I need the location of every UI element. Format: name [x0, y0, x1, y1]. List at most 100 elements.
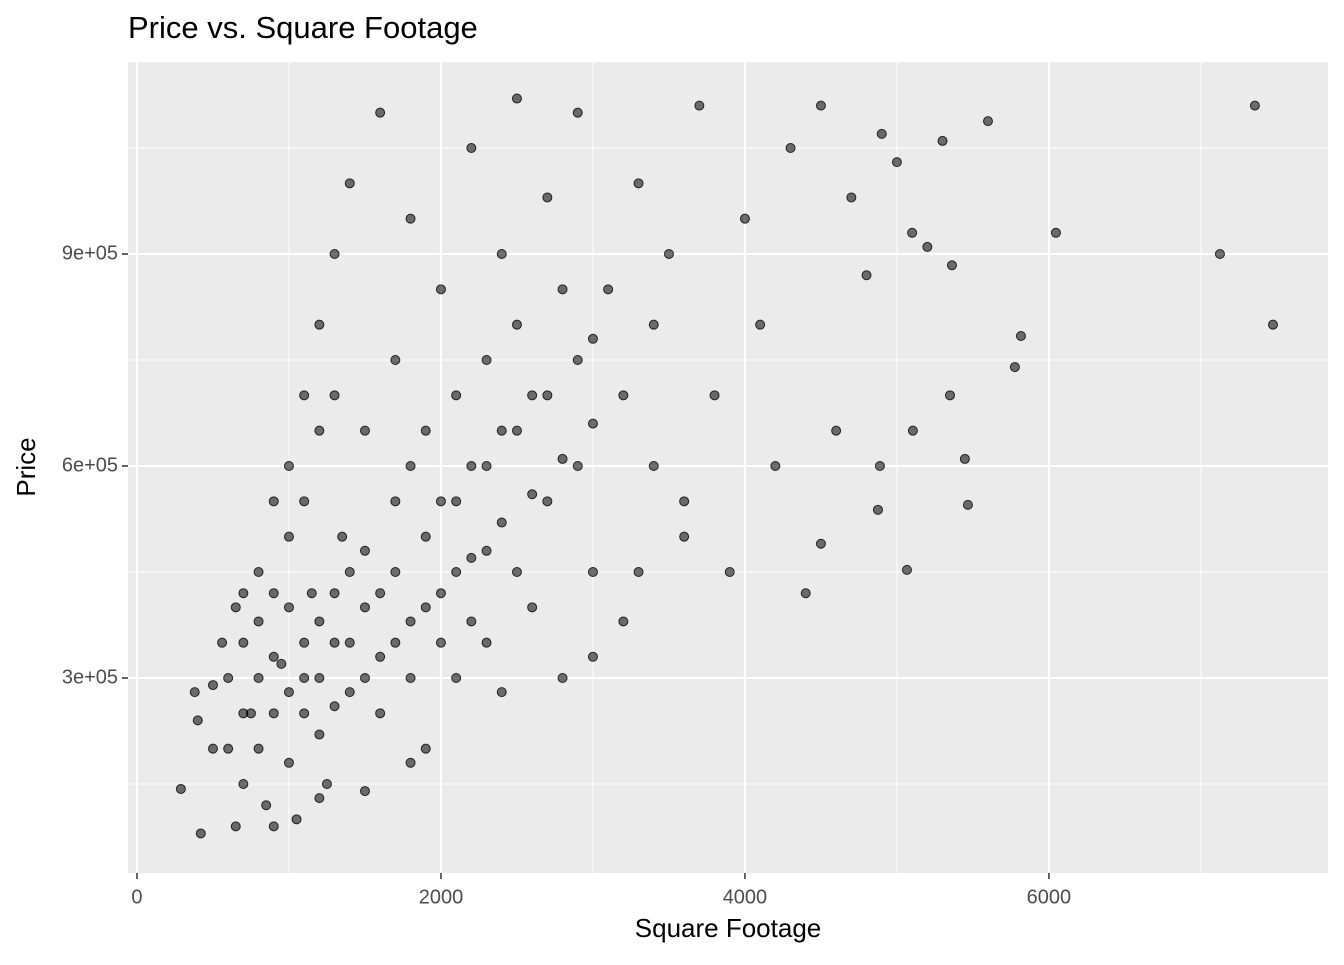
point [195, 828, 206, 839]
point [800, 588, 811, 599]
point [268, 821, 279, 832]
point [527, 489, 538, 500]
point [238, 708, 249, 719]
point [359, 673, 370, 684]
point [1015, 330, 1026, 341]
point [831, 425, 842, 436]
point [390, 355, 401, 366]
point [481, 355, 492, 366]
point [451, 390, 462, 401]
point [420, 531, 431, 542]
point [390, 496, 401, 507]
point [405, 757, 416, 768]
point [359, 602, 370, 613]
point [359, 545, 370, 556]
point [618, 390, 629, 401]
point [268, 651, 279, 662]
point [329, 637, 340, 648]
x-axis-label: Square Footage [635, 913, 821, 943]
point [230, 821, 241, 832]
point [648, 461, 659, 472]
point [572, 461, 583, 472]
point [451, 673, 462, 684]
point [314, 793, 325, 804]
point [587, 333, 598, 344]
point [253, 673, 264, 684]
point [375, 107, 386, 118]
point [405, 616, 416, 627]
point [648, 319, 659, 330]
point [542, 192, 553, 203]
point [496, 687, 507, 698]
point [679, 496, 690, 507]
point [466, 552, 477, 563]
point [217, 637, 228, 648]
point [891, 157, 902, 168]
point [557, 673, 568, 684]
point [946, 260, 957, 271]
point [872, 504, 883, 515]
point [207, 743, 218, 754]
point [299, 673, 310, 684]
point [189, 687, 200, 698]
point [603, 284, 614, 295]
point [299, 708, 310, 719]
point [435, 637, 446, 648]
point [1009, 362, 1020, 373]
y-tick-label: 3e+05 [62, 666, 118, 688]
point [481, 545, 492, 556]
point [337, 531, 348, 542]
point [907, 227, 918, 238]
point [709, 390, 720, 401]
point [481, 461, 492, 472]
point [314, 425, 325, 436]
point [739, 213, 750, 224]
point [511, 425, 522, 436]
point [511, 93, 522, 104]
point [268, 708, 279, 719]
point [679, 531, 690, 542]
point [344, 687, 355, 698]
point [496, 517, 507, 528]
point [435, 588, 446, 599]
point [329, 249, 340, 259]
point [420, 743, 431, 754]
point [314, 319, 325, 330]
point [944, 390, 955, 401]
point [481, 637, 492, 648]
point [420, 425, 431, 436]
y-tick-label: 6e+05 [62, 454, 118, 476]
point [223, 743, 234, 754]
point [329, 390, 340, 401]
point [1249, 100, 1260, 111]
point [375, 708, 386, 719]
point [238, 637, 249, 648]
point [587, 567, 598, 578]
point [587, 651, 598, 662]
point [633, 567, 644, 578]
point [306, 588, 317, 599]
point [283, 461, 294, 472]
x-tick-label: 2000 [419, 886, 464, 908]
point [937, 135, 948, 146]
point [527, 602, 538, 613]
plot-panel [128, 62, 1328, 873]
point [496, 249, 507, 259]
point [268, 588, 279, 599]
point [874, 461, 885, 472]
point [405, 213, 416, 224]
chart-title: Price vs. Square Footage [128, 10, 478, 45]
point [861, 270, 872, 281]
point [511, 567, 522, 578]
point [785, 142, 796, 153]
point [770, 461, 781, 472]
point [435, 284, 446, 295]
point [542, 390, 553, 401]
point [557, 284, 568, 295]
point [451, 567, 462, 578]
point [390, 637, 401, 648]
x-tick-label: 0 [131, 886, 142, 908]
point [253, 743, 264, 754]
point [922, 241, 933, 252]
point [299, 496, 310, 507]
